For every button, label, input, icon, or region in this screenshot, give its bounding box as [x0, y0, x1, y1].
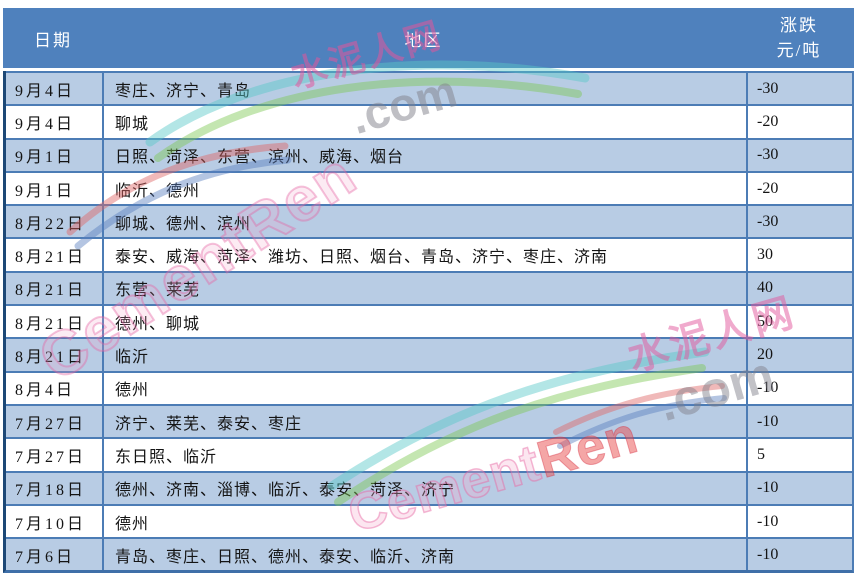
header-change-label: 涨跌: [780, 16, 818, 35]
table-row: 7月18日 德州、济南、淄博、临沂、泰安、菏泽、济宁 -10: [6, 470, 852, 504]
row-date-cell: 8月21日: [6, 272, 104, 305]
row-regions-cell: 日照、菏泽、东营、滨州、威海、烟台: [115, 149, 405, 167]
row-regions-cell: 临沂、德州: [115, 182, 201, 200]
row-regions-cell: 东营、莱芜: [115, 282, 201, 300]
table-header-row: 日期 地区 涨跌 元/吨: [3, 8, 854, 68]
row-date-cell: 8月22日: [6, 206, 104, 238]
row-regions-cell: 东日照、临沂: [115, 448, 218, 466]
table-row: 8月21日 临沂 20: [6, 337, 852, 371]
row-change-cell: -30: [746, 206, 852, 238]
row-change-cell: -10: [746, 505, 852, 538]
row-date-cell: 9月1日: [6, 172, 104, 205]
row-change-cell: 20: [746, 339, 852, 371]
table-row: 9月4日 枣庄、济宁、青岛 -30: [6, 71, 852, 105]
row-date-cell: 8月21日: [6, 239, 104, 271]
row-regions-cell: 济宁、莱芜、泰安、枣庄: [115, 415, 303, 433]
row-change-cell: -10: [746, 372, 852, 404]
price-change-table: 日期 地区 涨跌 元/吨 9月4日 枣庄、济宁、青岛 -30 9月4日 聊城 -…: [3, 8, 854, 574]
header-cell-change: 涨跌 元/吨: [744, 8, 854, 68]
row-regions-cell: 临沂: [115, 349, 150, 367]
row-date-cell: 7月27日: [6, 405, 104, 438]
row-regions-cell: 聊城: [115, 115, 150, 133]
table-row: 9月1日 日照、菏泽、东营、滨州、威海、烟台 -30: [6, 137, 852, 171]
row-change-cell: -20: [746, 106, 852, 138]
row-change-cell: 30: [746, 239, 852, 271]
table-row: 9月4日 聊城 -20: [6, 104, 852, 138]
row-date-cell: 8月21日: [6, 339, 104, 371]
row-change-cell: -10: [746, 539, 852, 571]
table-row: 7月10日 德州 -10: [6, 503, 852, 538]
table-body: 9月4日 枣庄、济宁、青岛 -30 9月4日 聊城 -20 9月1日 日照、菏泽…: [3, 71, 854, 574]
row-regions-cell: 德州、聊城: [115, 315, 201, 333]
table-row: 9月1日 临沂、德州 -20: [6, 170, 852, 205]
row-change-cell: -30: [746, 73, 852, 105]
row-regions-cell: 泰安、威海、菏泽、潍坊、日照、烟台、青岛、济宁、枣庄、济南: [115, 249, 609, 267]
row-regions-cell: 聊城、德州、滨州: [115, 215, 252, 233]
row-date-cell: 9月1日: [6, 139, 104, 171]
row-date-cell: 8月4日: [6, 372, 104, 404]
row-change-cell: -30: [746, 139, 852, 171]
row-date-cell: 9月4日: [6, 106, 104, 138]
header-cell-region: 地区: [404, 30, 443, 50]
row-date-cell: 7月18日: [6, 472, 104, 504]
row-change-cell: 40: [746, 272, 852, 305]
table-row: 8月21日 东营、莱芜 40: [6, 270, 852, 305]
table-row: 8月22日 聊城、德州、滨州 -30: [6, 204, 852, 238]
table-row: 7月27日 济宁、莱芜、泰安、枣庄 -10: [6, 403, 852, 438]
row-regions-cell: 德州: [115, 382, 150, 400]
row-date-cell: 9月4日: [6, 73, 104, 105]
row-change-cell: 5: [746, 439, 852, 471]
table-row: 7月27日 东日照、临沂 5: [6, 437, 852, 471]
row-date-cell: 8月21日: [6, 306, 104, 338]
table-row: 8月21日 泰安、威海、菏泽、潍坊、日照、烟台、青岛、济宁、枣庄、济南 30: [6, 237, 852, 271]
row-change-cell: -10: [746, 405, 852, 438]
table-row: 7月6日 青岛、枣庄、日照、德州、泰安、临沂、济南 -10: [6, 537, 852, 571]
row-regions-cell: 枣庄、济宁、青岛: [115, 82, 252, 100]
row-date-cell: 7月27日: [6, 439, 104, 471]
row-regions-cell: 德州、济南、淄博、临沂、泰安、菏泽、济宁: [115, 482, 456, 500]
row-change-cell: -10: [746, 472, 852, 504]
header-change-unit: 元/吨: [776, 41, 822, 60]
table-row: 8月21日 德州、聊城 50: [6, 304, 852, 338]
header-cell-date: 日期: [34, 30, 72, 50]
row-change-cell: 50: [746, 306, 852, 338]
row-regions-cell: 青岛、枣庄、日照、德州、泰安、临沂、济南: [115, 548, 456, 566]
row-date-cell: 7月10日: [6, 505, 104, 538]
table-row: 8月4日 德州 -10: [6, 370, 852, 404]
row-regions-cell: 德州: [115, 515, 150, 533]
row-change-cell: -20: [746, 172, 852, 205]
row-date-cell: 7月6日: [6, 539, 104, 571]
